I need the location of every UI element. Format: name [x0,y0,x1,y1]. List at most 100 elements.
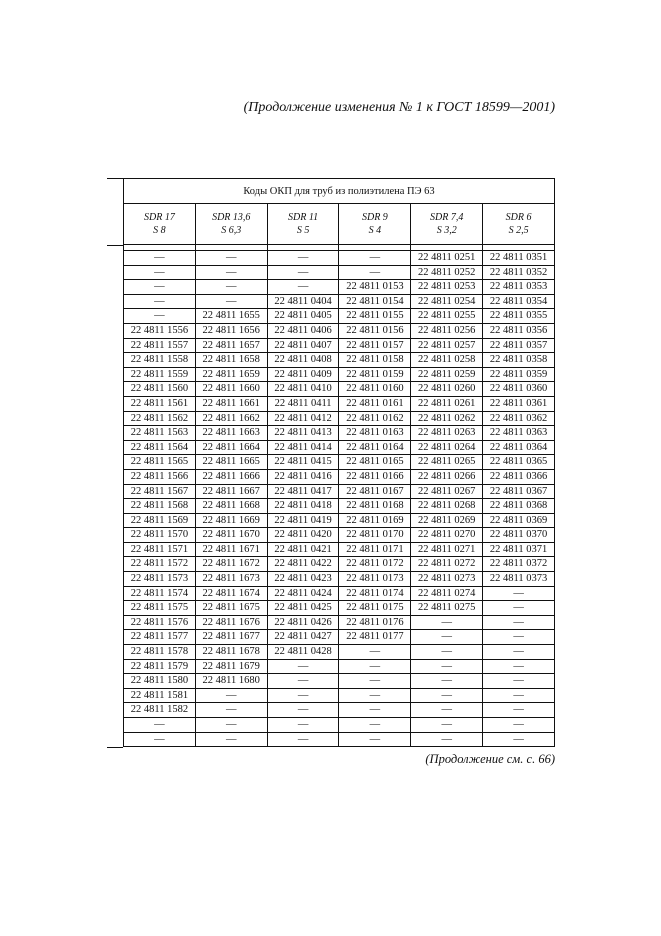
code-cell: 22 4811 1672 [194,556,268,573]
table-row: 22 4811 1562 22 4811 1662 22 4811 0412 22 4… [123,410,555,427]
code-cell: 22 4811 1669 [194,512,268,529]
code-cell: 22 4811 0412 [266,410,340,427]
code-cell: 22 4811 0404 [266,293,340,310]
code-cell: 22 4811 0157 [338,337,412,354]
table-row: 22 4811 1571 22 4811 1671 22 4811 0421 22 4… [123,541,555,558]
code-cell: 22 4811 0415 [266,454,340,470]
code-cell: 22 4811 0365 [482,454,555,470]
code-cell: 22 4811 1558 [123,352,196,368]
code-cell: 22 4811 1579 [123,658,196,675]
code-cell: — [410,687,484,704]
spacer-cell [482,244,555,251]
code-cell: 22 4811 0154 [338,293,412,310]
code-cell: 22 4811 0271 [410,541,484,558]
table-body: — — — —22 4811 0251 22 4811 0351— — — —22 4811 … [123,244,555,748]
code-cell: — [410,658,484,675]
code-cell: — [338,717,412,733]
code-cell: 22 4811 1679 [194,658,268,675]
code-cell: 22 4811 0176 [338,614,412,631]
code-cell: 22 4811 1576 [123,614,196,631]
code-cell: 22 4811 0273 [410,571,484,587]
sdr-label: SDR 7,4 [430,212,464,223]
code-cell: 22 4811 0357 [482,337,555,354]
code-cell: — [194,293,268,310]
table-row: 22 4811 1561 22 4811 1661 22 4811 0411 22 4… [123,395,555,412]
table-row: 22 4811 1581— — — — — [123,687,555,704]
column-header: SDR 9 S 4 [338,203,412,245]
code-cell: — [338,702,412,718]
code-cell: 22 4811 0153 [338,279,412,295]
code-cell: 22 4811 1562 [123,410,196,427]
code-cell: 22 4811 0264 [410,439,484,456]
code-cell: 22 4811 0371 [482,541,555,558]
s-label: S 3,2 [436,225,457,236]
code-cell: 22 4811 0164 [338,439,412,456]
table-row: 22 4811 1563 22 4811 1663 22 4811 0413 22 4… [123,425,555,441]
code-cell: — [123,293,196,310]
code-cell: 22 4811 0368 [482,498,555,514]
code-cell: — [266,717,340,733]
code-cell: 22 4811 0421 [266,541,340,558]
code-cell: 22 4811 0417 [266,483,340,500]
code-cell: 22 4811 0419 [266,512,340,529]
code-cell: 22 4811 0424 [266,585,340,602]
code-cell: 22 4811 0351 [482,250,555,266]
code-cell: 22 4811 1657 [194,337,268,354]
code-cell: — [123,264,196,281]
code-cell: 22 4811 0266 [410,468,484,485]
code-cell: — [482,600,555,616]
code-cell: 22 4811 1571 [123,541,196,558]
table-row: — — —22 4811 0153 22 4811 0253 22 4811 0353 [123,279,555,295]
code-cell: — [482,658,555,675]
table-row: 22 4811 1559 22 4811 1659 22 4811 0409 22 4… [123,366,555,383]
sdr-label: SDR 13,6 [212,212,251,223]
code-cell: — [410,644,484,660]
code-cell: 22 4811 0418 [266,498,340,514]
code-cell: — [482,644,555,660]
code-cell: — [410,614,484,631]
code-cell: 22 4811 0422 [266,556,340,573]
s-label: S 5 [296,225,310,236]
code-cell: — [123,717,196,733]
code-cell: 22 4811 0254 [410,293,484,310]
code-cell: 22 4811 0406 [266,322,340,339]
code-cell: — [123,279,196,295]
code-cell: — [266,702,340,718]
table-row: 22 4811 1564 22 4811 1664 22 4811 0414 22 4… [123,439,555,456]
table-row: 22 4811 1580 22 4811 1680— — — — [123,673,555,689]
code-cell: 22 4811 0160 [338,381,412,397]
code-cell: — [338,250,412,266]
code-cell: 22 4811 0162 [338,410,412,427]
code-cell: 22 4811 0265 [410,454,484,470]
code-cell: 22 4811 0369 [482,512,555,529]
code-cell: 22 4811 1574 [123,585,196,602]
column-header: SDR 7,4 S 3,2 [410,203,484,245]
code-cell: — [482,702,555,718]
code-cell: 22 4811 0408 [266,352,340,368]
table-row: 22 4811 1572 22 4811 1672 22 4811 0422 22 4… [123,556,555,573]
table-row: 22 4811 1574 22 4811 1674 22 4811 0424 22 4… [123,585,555,602]
code-cell: 22 4811 1563 [123,425,196,441]
code-cell: 22 4811 0259 [410,366,484,383]
stub-line [107,747,123,748]
code-cell: 22 4811 0414 [266,439,340,456]
s-label: S 4 [368,225,382,236]
code-cell: 22 4811 0272 [410,556,484,573]
code-cell: 22 4811 0173 [338,571,412,587]
code-cell: 22 4811 1582 [123,702,196,718]
table-row: 22 4811 1568 22 4811 1668 22 4811 0418 22 4… [123,498,555,514]
code-cell: 22 4811 1573 [123,571,196,587]
code-cell: 22 4811 0163 [338,425,412,441]
code-cell: — [482,614,555,631]
code-cell: — [123,250,196,266]
code-cell: 22 4811 0253 [410,279,484,295]
code-cell: 22 4811 0168 [338,498,412,514]
code-cell: 22 4811 0352 [482,264,555,281]
code-cell: 22 4811 0260 [410,381,484,397]
code-cell: — [410,717,484,733]
code-cell: 22 4811 0251 [410,250,484,266]
code-cell: 22 4811 0258 [410,352,484,368]
code-cell: — [123,308,196,324]
code-cell: 22 4811 1675 [194,600,268,616]
